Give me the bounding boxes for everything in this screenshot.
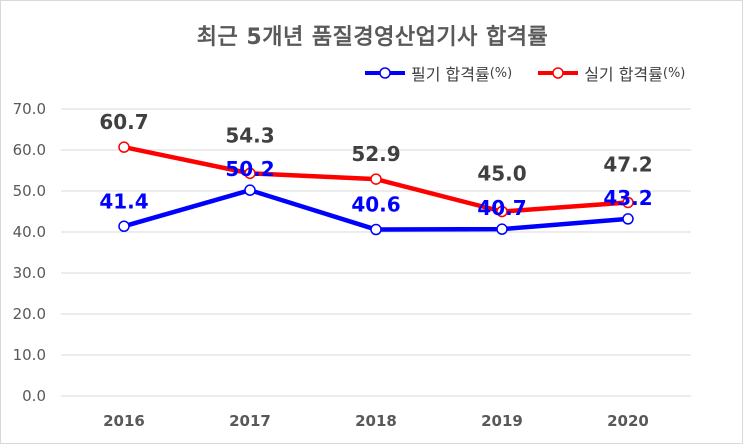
y-tick-label: 60.0 [13,141,46,159]
x-tick-label: 2020 [607,412,649,430]
data-point [370,223,382,236]
y-tick-label: 20.0 [13,305,46,323]
data-label: 54.3 [225,123,274,147]
data-label: 50.2 [225,157,274,181]
data-point [118,220,130,233]
chart-title: 최근 5개년 품질경영산업기사 합격률 [196,25,549,50]
data-point [370,173,382,185]
data-point [496,223,508,235]
y-tick-label: 0.0 [22,387,46,405]
data-label: 47.2 [603,152,652,176]
data-point [622,196,634,209]
data-point [244,184,256,196]
data-point [244,167,256,180]
y-tick-label: 30.0 [13,264,46,282]
y-tick-label: 70.0 [13,100,46,118]
data-point [118,141,130,153]
legend-label-written: 필기 합격률 [411,65,490,84]
data-label: 41.4 [99,189,148,213]
legend: 필기 합격률 (%) 실기 합격률 (%) [363,61,709,85]
legend-label-practical: 실기 합격률 [584,65,663,84]
legend-item-practical: 실기 합격률 (%) [536,61,685,85]
data-label: 45.0 [477,162,526,186]
y-tick-label: 10.0 [13,346,46,364]
legend-unit-practical: (%) [662,65,686,81]
data-label: 40.7 [477,196,526,220]
legend-swatch-practical [538,67,579,79]
data-label: 40.6 [351,193,400,217]
x-tick-label: 2017 [229,412,271,430]
y-tick-label: 50.0 [13,182,46,200]
data-label: 52.9 [351,142,400,166]
data-point [496,205,508,218]
x-tick-label: 2016 [103,412,145,430]
data-label: 60.7 [99,110,148,134]
legend-item-written: 필기 합격률 (%) [363,61,512,85]
x-tick-label: 2018 [355,412,397,430]
y-tick-label: 40.0 [13,223,46,241]
legend-swatch-written [365,67,405,79]
data-label: 43.2 [603,186,652,210]
x-tick-label: 2019 [481,412,523,430]
legend-unit-written: (%) [489,65,513,81]
data-point [622,213,634,225]
